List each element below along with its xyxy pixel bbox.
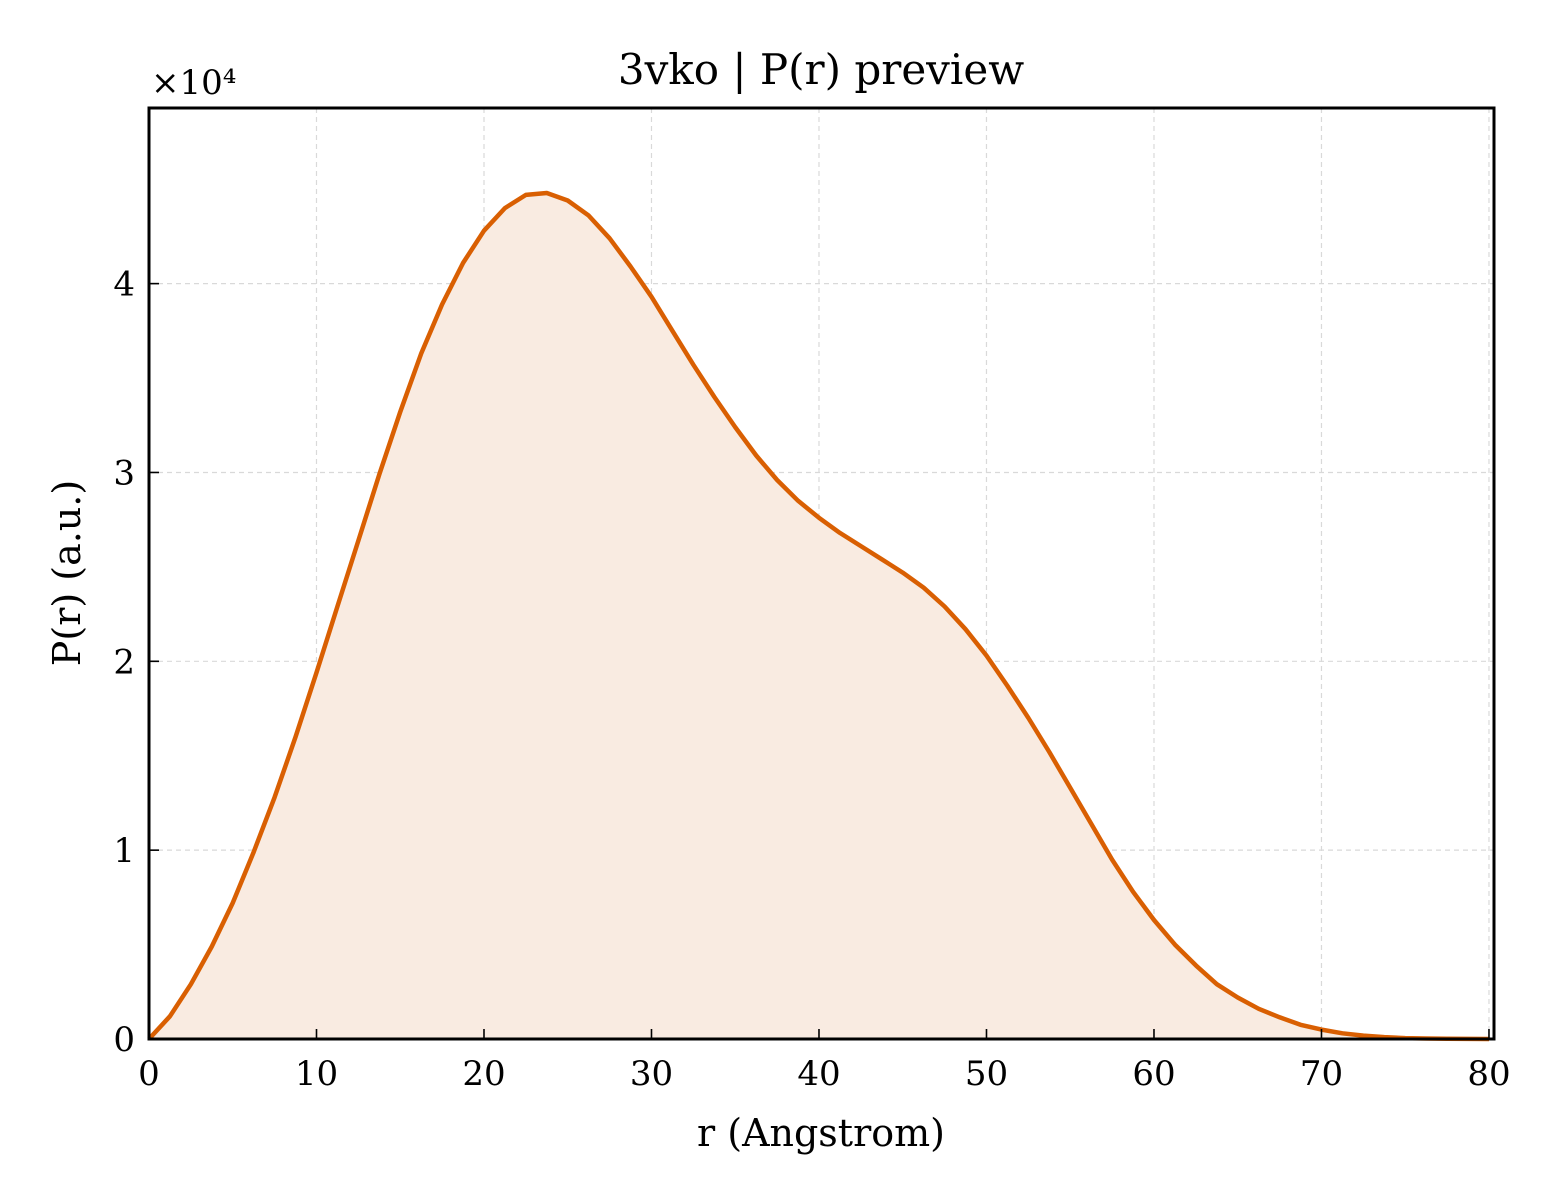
ticks: 0 10 20 30 40 50 60 70 80 0 1 2 3 4 bbox=[113, 265, 1510, 1094]
x-tick-label: 60 bbox=[1132, 1054, 1175, 1094]
plot-frame bbox=[147, 106, 1496, 1041]
y-axis-label: P(r) (a.u.) bbox=[45, 480, 89, 666]
x-tick-label: 50 bbox=[965, 1054, 1008, 1094]
plot-area bbox=[147, 190, 1490, 1042]
x-tick-label: 10 bbox=[295, 1054, 338, 1094]
y-tick-label: 3 bbox=[113, 453, 135, 493]
y-tick-label: 1 bbox=[113, 831, 135, 871]
x-tick-label: 20 bbox=[462, 1054, 505, 1094]
chart-title: 3vko | P(r) preview bbox=[618, 45, 1024, 94]
area-fill bbox=[149, 193, 1489, 1039]
y-multiplier-label: ×10⁴ bbox=[151, 63, 236, 103]
x-tick-label: 80 bbox=[1467, 1054, 1510, 1094]
y-tick-label: 0 bbox=[113, 1020, 135, 1060]
series-line bbox=[147, 190, 1490, 1042]
x-tick-label: 0 bbox=[138, 1054, 160, 1094]
y-tick-label: 2 bbox=[113, 642, 135, 682]
x-tick-label: 30 bbox=[630, 1054, 673, 1094]
x-tick-label: 40 bbox=[797, 1054, 840, 1094]
y-tick-label: 4 bbox=[113, 265, 135, 305]
x-tick-label: 70 bbox=[1300, 1054, 1343, 1094]
x-axis-label: r (Angstrom) bbox=[697, 1111, 945, 1155]
